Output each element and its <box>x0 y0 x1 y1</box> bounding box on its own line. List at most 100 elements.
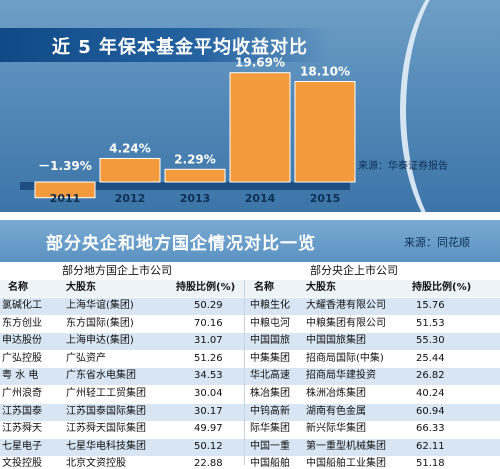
central-table-cell: 中粮生化 <box>250 300 290 311</box>
local-table-cell: 广州浪奇 <box>2 388 42 399</box>
decorative-curve <box>400 0 500 212</box>
central-table-cell: 中钨高新 <box>250 405 290 417</box>
local-table-cell: 七星华电科技集团 <box>66 440 146 452</box>
table-row <box>0 438 500 456</box>
local-table-cell: 广弘资产 <box>66 352 106 364</box>
local-table-cell: 粤 水 电 <box>2 370 39 382</box>
chart-title-band <box>0 28 330 62</box>
table-source: 来源：同花顺 <box>404 236 470 249</box>
central-table-cell: 株冶集团 <box>250 388 290 399</box>
local-table-cell: 七星电子 <box>2 440 42 452</box>
local-table-cell: 70.16 <box>194 317 223 329</box>
central-table-cell: 62.11 <box>416 440 445 452</box>
central-table-cell: 华北高速 <box>250 370 290 382</box>
central-table-cell: 中集集团 <box>250 352 290 364</box>
category-label-2012: 2012 <box>115 192 146 205</box>
central-table-cell: 际华集团 <box>250 423 290 435</box>
bar-chart: －1.39% 2011 4.24% 2012 2.29% 2013 19.69% 2014 18… <box>20 56 356 205</box>
table-row <box>0 403 500 421</box>
local-table-cell: 广弘控股 <box>2 352 42 364</box>
central-column-header: 持股比例(%) <box>412 282 472 293</box>
central-table-cell: 第一重型机械集团 <box>306 440 386 452</box>
local-table-cell: 江苏国泰国际集团 <box>66 405 146 417</box>
central-table-cell: 15.76 <box>416 300 445 311</box>
local-table-cell: 30.17 <box>194 405 223 417</box>
value-label-2012: 4.24% <box>109 141 151 155</box>
value-label-2015: 18.10% <box>300 65 350 79</box>
central-table-cell: 51.18 <box>416 458 445 469</box>
local-table-cell: 江苏舜天 <box>2 423 42 435</box>
central-table-cell: 湖南有色金属 <box>306 405 366 417</box>
table-row <box>0 368 500 386</box>
table-column-divider <box>244 280 245 465</box>
chart-panel: －1.39% 2011 4.24% 2012 2.29% 2013 19.69% 2014 18… <box>0 0 500 212</box>
central-table-cell: 40.24 <box>416 388 445 399</box>
table-row <box>0 421 500 439</box>
local-table-cell: 上海申达(集团) <box>66 335 134 347</box>
central-table-cell: 中国国旅 <box>250 335 290 347</box>
local-table-cell: 50.29 <box>194 300 223 311</box>
bar-2011 <box>34 181 96 199</box>
local-table-cell: 34.53 <box>194 370 223 382</box>
local-soe-subtitle: 部分地方国企上市公司 <box>62 264 172 277</box>
chart-source: 来源：华泰证券报告 <box>358 161 448 172</box>
category-label-2013: 2013 <box>180 192 211 205</box>
local-table-cell: 51.26 <box>194 352 223 364</box>
bar-2015 <box>294 81 356 183</box>
central-table-cell: 26.82 <box>416 370 445 382</box>
category-label-2011: 2011 <box>50 192 81 205</box>
local-column-header: 名称 <box>8 282 28 293</box>
local-table-cell: 50.12 <box>194 440 223 452</box>
bar-2013 <box>164 168 226 183</box>
table-row <box>0 333 500 351</box>
value-label-2013: 2.29% <box>174 152 216 166</box>
category-label-2014: 2014 <box>245 192 276 205</box>
central-table-cell: 中国一重 <box>250 440 290 452</box>
axis-baseline <box>20 182 350 190</box>
local-column-header: 持股比例(%) <box>176 282 236 293</box>
table-row <box>0 456 500 469</box>
table-row <box>0 386 500 403</box>
local-table-cell: 22.88 <box>194 458 223 469</box>
local-table-cell: 文投控股 <box>2 458 42 469</box>
central-table-cell: 中国国旅集团 <box>306 335 366 347</box>
central-table-cell: 55.30 <box>416 335 445 347</box>
central-table-cell: 25.44 <box>416 352 445 364</box>
table-row <box>0 298 500 315</box>
local-table-cell: 申达股份 <box>2 335 42 347</box>
local-table-cell: 东方创业 <box>2 317 42 329</box>
central-table-cell: 66.33 <box>416 423 445 435</box>
local-table-cell: 广东省水电集团 <box>66 370 136 382</box>
central-table-cell: 51.53 <box>416 317 445 329</box>
central-table-cell: 中国船舶 <box>250 458 290 469</box>
value-label-2011: －1.39% <box>38 159 92 173</box>
local-table-cell: 北京文资控股 <box>66 458 126 469</box>
central-table-cell: 中粮集团有限公司 <box>306 317 386 329</box>
table-column-header-row <box>0 280 500 297</box>
central-table-cell: 新兴际华集团 <box>306 423 366 435</box>
local-table-cell: 上海华谊(集团) <box>66 300 134 311</box>
table-row <box>0 350 500 368</box>
central-table-cell: 中国船舶工业集团 <box>306 458 386 469</box>
local-table-cell: 30.04 <box>194 388 223 399</box>
central-soe-subtitle: 部分央企上市公司 <box>310 264 398 277</box>
table-header-band <box>0 220 500 262</box>
local-table-cell: 江苏国泰 <box>2 405 42 417</box>
table-title: 部分央企和地方国企情况对比一览 <box>46 234 316 254</box>
category-label-2015: 2015 <box>310 192 341 205</box>
chart-title: 近 5 年保本基金平均收益对比 <box>52 37 309 58</box>
central-table-cell: 中粮屯河 <box>250 317 290 329</box>
central-table-cell: 60.94 <box>416 405 445 417</box>
local-table-cell: 49.97 <box>194 423 223 435</box>
central-table-cell: 大耀香港有限公司 <box>306 300 386 311</box>
local-column-header: 大股东 <box>66 282 96 293</box>
table-row <box>0 315 500 333</box>
local-table-cell: 氯碱化工 <box>2 300 42 311</box>
value-label-2014: 19.69% <box>235 56 285 70</box>
bar-2012 <box>99 157 161 183</box>
central-table-cell: 招商局华建投资 <box>306 370 376 382</box>
central-table-cell: 招商局国际(中集) <box>306 352 384 364</box>
central-table-cell: 株洲冶炼集团 <box>306 388 366 399</box>
central-column-header: 名称 <box>254 282 274 293</box>
local-table-cell: 广州轻工工贸集团 <box>66 388 146 399</box>
